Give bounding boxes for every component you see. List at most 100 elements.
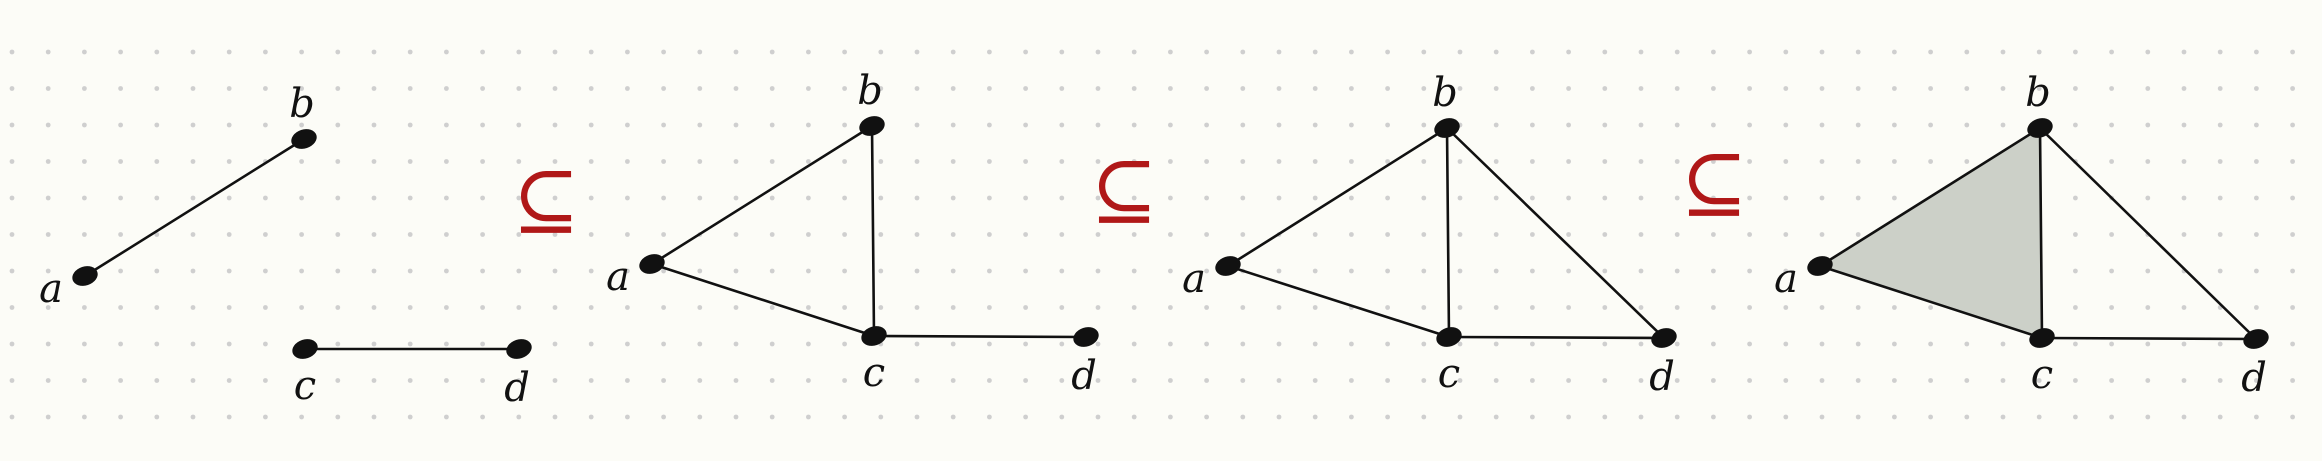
grid-dot [950, 122, 956, 128]
grid-dot [1566, 341, 1571, 347]
grid-dot [661, 341, 666, 347]
grid-dot [1819, 305, 1825, 310]
vertex-label-d: d [2241, 355, 2267, 401]
grid-dot [987, 195, 992, 201]
grid-dot [1602, 232, 1608, 237]
grid-dot [335, 378, 341, 383]
grid-dot [769, 414, 775, 420]
grid-dot [190, 195, 196, 201]
grid-dot [661, 232, 666, 237]
grid-dot [1240, 86, 1246, 91]
grid-dot [2217, 232, 2223, 237]
grid-dot [2073, 414, 2078, 420]
grid-dot [118, 86, 123, 91]
edge-bc [1445, 126, 1451, 339]
grid-dot [1674, 49, 1680, 55]
edge-ab [1818, 126, 2042, 268]
grid-dot [878, 305, 884, 310]
grid-dot [1240, 378, 1246, 383]
grid-dot [1530, 195, 1535, 201]
grid-dot [1312, 268, 1318, 274]
grid-dot [335, 268, 341, 274]
grid-dot [444, 49, 449, 55]
vertex-b [291, 129, 317, 149]
grid-dot [1783, 195, 1789, 201]
vertex-label-c: c [863, 350, 885, 396]
grid-dot [2290, 378, 2296, 383]
grid-dot [1457, 49, 1463, 55]
grid-dot [1855, 49, 1861, 55]
grid-dot [1023, 305, 1028, 310]
grid-dot [2254, 86, 2259, 91]
grid-dot [82, 305, 87, 310]
grid-dot [1457, 86, 1463, 91]
grid-dot [2181, 122, 2187, 128]
grid-dot [1783, 305, 1789, 310]
grid-dot [45, 268, 51, 274]
grid-dot [1385, 378, 1390, 383]
grid-dot [1602, 378, 1608, 383]
grid-dot [1095, 49, 1101, 55]
vertex-c [861, 326, 887, 346]
grid-dot [2145, 159, 2151, 164]
grid-dot [371, 159, 377, 164]
grid-dot [2181, 414, 2187, 420]
grid-dot [1855, 378, 1861, 383]
grid-dot [1711, 159, 1716, 164]
grid-dot [371, 305, 377, 310]
grid-dot [1349, 122, 1354, 128]
grid-dot [1892, 341, 1897, 347]
grid-dot [1059, 378, 1065, 383]
grid-dot [154, 49, 160, 55]
grid-dot [2290, 232, 2296, 237]
grid-dot [806, 341, 811, 347]
grid-dot [2073, 86, 2078, 91]
grid-dot [842, 268, 847, 274]
grid-dot [9, 268, 15, 274]
grid-dot [371, 195, 377, 201]
grid-dot [1276, 49, 1282, 55]
grid-dot [516, 378, 522, 383]
grid-dot [407, 414, 413, 420]
grid-dot [480, 195, 485, 201]
grid-dot [118, 195, 123, 201]
grid-dot [1928, 378, 1933, 383]
grid-dot [661, 305, 666, 310]
grid-dot [1349, 414, 1354, 420]
grid-dot [1385, 159, 1390, 164]
grid-dot [2181, 341, 2187, 347]
panels: a b c d a b c d a b c d a b c d [39, 68, 2269, 411]
grid-dot [1349, 86, 1354, 91]
grid-dot [950, 195, 956, 201]
grid-dot [444, 414, 449, 420]
grid-dot [480, 414, 485, 420]
grid-dot [299, 86, 304, 91]
grid-dot [226, 86, 232, 91]
grid-dot [842, 232, 847, 237]
grid-dot [552, 122, 558, 128]
grid-dot [1131, 268, 1137, 274]
grid-dot [1204, 341, 1209, 347]
grid-dot [2036, 49, 2042, 55]
grid-dot [1493, 159, 1499, 164]
grid-dot [842, 305, 847, 310]
grid-dot [588, 305, 594, 310]
grid-dot [625, 305, 630, 310]
grid-dot [842, 341, 847, 347]
grid-dot [82, 122, 87, 128]
grid-dot [1928, 341, 1933, 347]
grid-dot [1095, 305, 1101, 310]
grid-dot [1457, 305, 1463, 310]
grid-dot [1385, 268, 1390, 274]
grid-dot [625, 232, 630, 237]
grid-dot [154, 341, 160, 347]
grid-dot [1240, 195, 1246, 201]
grid-dot [2290, 86, 2296, 91]
grid-dot [661, 195, 666, 201]
grid-dot [335, 232, 341, 237]
grid-dot [82, 159, 87, 164]
grid-dot [2181, 232, 2187, 237]
grid-dot [516, 195, 522, 201]
grid-dot [154, 159, 160, 164]
grid-dot [806, 232, 811, 237]
